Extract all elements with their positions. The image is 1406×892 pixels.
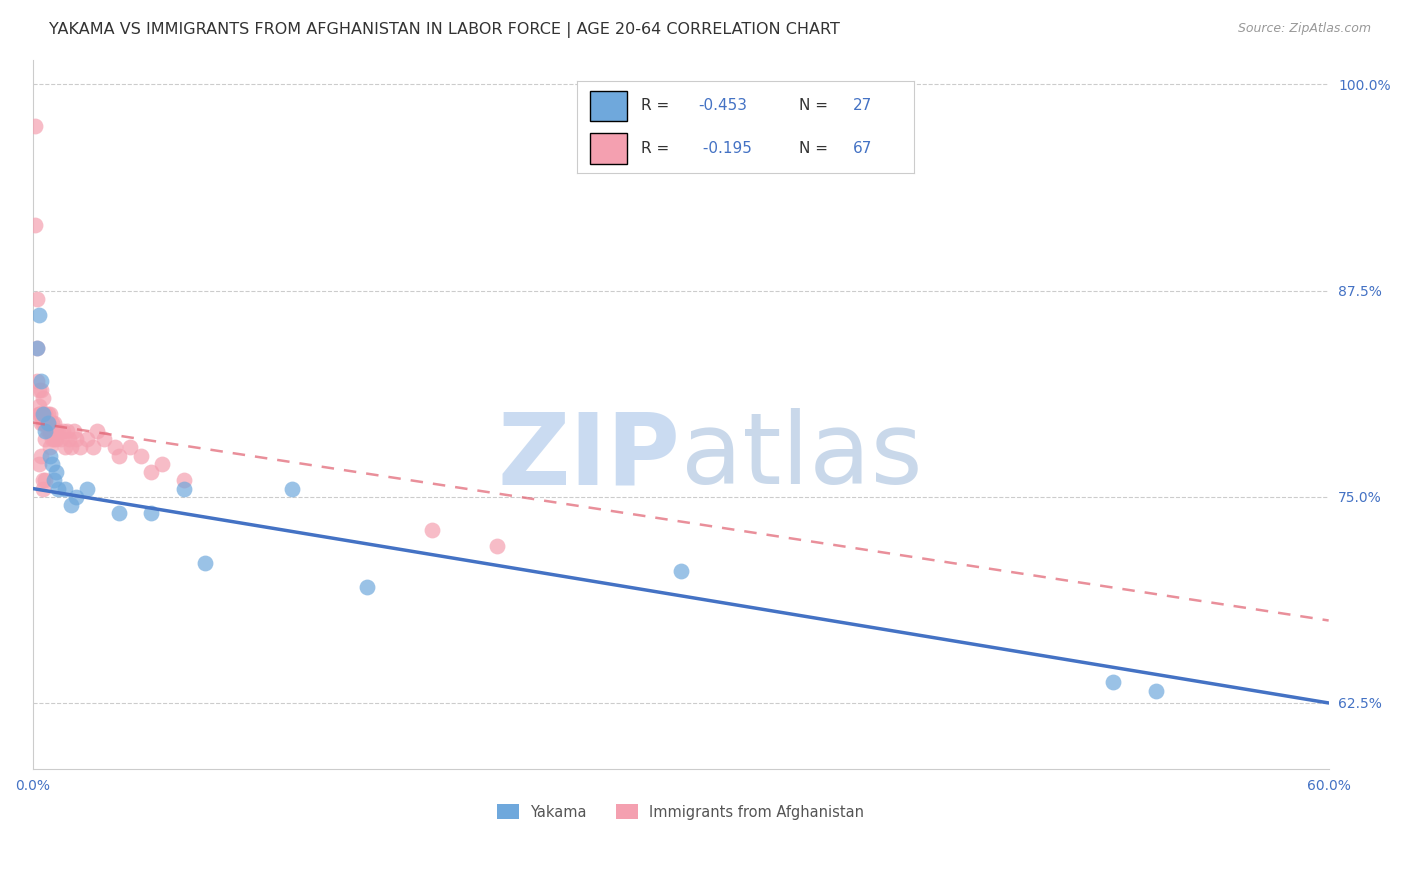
Point	[62, 424, 84, 438]
Point	[42, 432, 65, 446]
Text: Source: ZipAtlas.com: Source: ZipAtlas.com	[1237, 22, 1371, 36]
Point	[76, 482, 98, 496]
Point	[108, 449, 131, 463]
Point	[24, 119, 46, 133]
Point	[32, 407, 55, 421]
Point	[30, 407, 52, 421]
Point	[173, 482, 195, 496]
Point	[30, 416, 52, 430]
Point	[49, 432, 72, 446]
Point	[485, 539, 508, 553]
Point	[32, 407, 55, 421]
Point	[141, 465, 163, 479]
Point	[25, 341, 48, 355]
Point	[34, 416, 56, 430]
Point	[48, 482, 70, 496]
Point	[56, 424, 79, 438]
Point	[32, 416, 55, 430]
Point	[45, 432, 67, 446]
Point	[356, 581, 378, 595]
Point	[38, 440, 60, 454]
Point	[45, 465, 67, 479]
Point	[32, 482, 55, 496]
Point	[38, 407, 60, 421]
Point	[41, 432, 63, 446]
Point	[34, 407, 56, 421]
Point	[48, 424, 70, 438]
Point	[37, 407, 59, 421]
Point	[82, 440, 104, 454]
Point	[86, 424, 108, 438]
Point	[32, 473, 55, 487]
Point	[34, 416, 56, 430]
Point	[38, 424, 60, 438]
Point	[34, 407, 56, 421]
Point	[60, 440, 83, 454]
Text: YAKAMA VS IMMIGRANTS FROM AFGHANISTAN IN LABOR FORCE | AGE 20-64 CORRELATION CHA: YAKAMA VS IMMIGRANTS FROM AFGHANISTAN IN…	[49, 22, 841, 38]
Point	[42, 424, 65, 438]
Point	[420, 523, 443, 537]
Point	[76, 432, 98, 446]
Point	[42, 473, 65, 487]
Point	[38, 424, 60, 438]
Point	[41, 416, 63, 430]
Point	[37, 416, 59, 430]
Point	[1144, 684, 1167, 698]
Point	[194, 556, 217, 570]
Point	[37, 416, 59, 430]
Point	[65, 490, 87, 504]
Point	[30, 374, 52, 388]
Point	[28, 399, 51, 413]
Point	[150, 457, 173, 471]
Legend: Yakama, Immigrants from Afghanistan: Yakama, Immigrants from Afghanistan	[491, 798, 870, 825]
Point	[28, 407, 51, 421]
Point	[108, 506, 131, 520]
Point	[1101, 674, 1123, 689]
Point	[37, 416, 59, 430]
Point	[38, 449, 60, 463]
Point	[669, 564, 692, 578]
Point	[58, 432, 80, 446]
Point	[37, 424, 59, 438]
Point	[69, 440, 91, 454]
Point	[42, 416, 65, 430]
Text: ZIP: ZIP	[498, 409, 681, 506]
Point	[118, 440, 141, 454]
Point	[25, 341, 48, 355]
Point	[32, 407, 55, 421]
Point	[41, 457, 63, 471]
Point	[28, 457, 51, 471]
Point	[129, 449, 152, 463]
Point	[53, 440, 76, 454]
Point	[25, 374, 48, 388]
Point	[45, 424, 67, 438]
Point	[24, 218, 46, 232]
Point	[65, 432, 87, 446]
Point	[28, 383, 51, 397]
Point	[60, 498, 83, 512]
Point	[173, 473, 195, 487]
Point	[53, 482, 76, 496]
Point	[28, 308, 51, 322]
Point	[34, 473, 56, 487]
Point	[30, 407, 52, 421]
Point	[280, 482, 302, 496]
Point	[30, 449, 52, 463]
Point	[32, 391, 55, 405]
Point	[141, 506, 163, 520]
Point	[34, 424, 56, 438]
Point	[30, 383, 52, 397]
Text: atlas: atlas	[681, 409, 922, 506]
Point	[93, 432, 115, 446]
Point	[28, 407, 51, 421]
Point	[32, 407, 55, 421]
Point	[25, 292, 48, 306]
Point	[104, 440, 127, 454]
Point	[34, 432, 56, 446]
Point	[52, 424, 75, 438]
